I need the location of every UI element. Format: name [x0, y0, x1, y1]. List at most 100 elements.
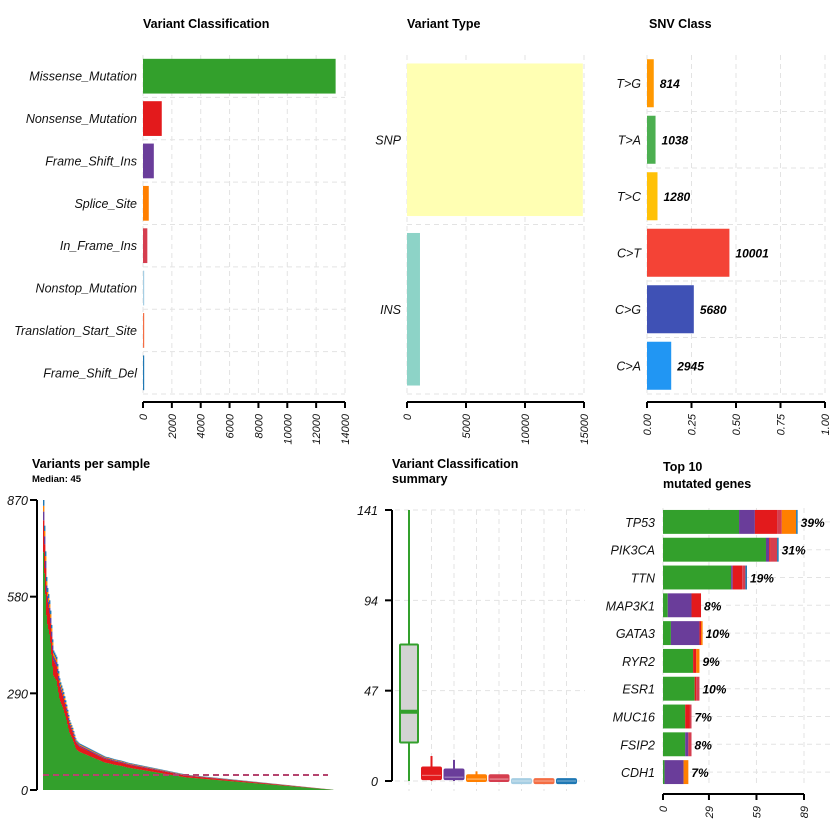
sample-bar-segment	[48, 594, 50, 599]
sample-bar-segment	[54, 655, 56, 659]
sample-bar-segment	[241, 782, 243, 790]
sample-bar-segment	[101, 757, 103, 762]
sample-bar-segment	[58, 692, 60, 790]
x-tick-label: 8000	[253, 413, 265, 438]
sample-bar-segment	[128, 762, 130, 764]
sample-bar-segment	[174, 775, 176, 790]
sample-bar-segment	[158, 769, 160, 771]
category-label: T>A	[618, 133, 641, 147]
bar-nonstop-mutation	[143, 270, 145, 306]
sample-bar-segment	[71, 729, 73, 737]
sample-bar-segment	[85, 746, 87, 748]
sample-bar	[150, 767, 152, 790]
sample-bar-segment	[152, 768, 154, 770]
sample-bar	[294, 785, 296, 790]
sample-bar-segment	[144, 767, 146, 771]
bar-segment-in-frame-ins	[696, 676, 700, 701]
bar-segment-missense-mutation	[663, 704, 686, 729]
sample-bar-segment	[180, 776, 182, 790]
sample-bar-segment	[175, 773, 177, 774]
sample-bar	[115, 759, 117, 790]
sample-bar-segment	[282, 785, 284, 790]
sample-bar-segment	[157, 772, 159, 790]
sample-bar-segment	[228, 780, 230, 790]
sample-bar-segment	[74, 734, 76, 736]
sample-bar-segment	[74, 736, 76, 739]
sample-bar-segment	[127, 767, 129, 790]
sample-bar-segment	[212, 779, 214, 790]
sample-bar-segment	[103, 756, 105, 758]
sample-bar	[112, 758, 114, 790]
sample-bar-segment	[141, 766, 143, 768]
sample-bar-segment	[57, 663, 59, 667]
sample-bar-segment	[169, 772, 171, 775]
sample-bar	[218, 777, 220, 790]
chart-subtitle: Median: 45	[32, 474, 82, 485]
sample-bar	[242, 780, 244, 790]
sample-bar-segment	[102, 756, 104, 758]
bar-segment-missense-mutation	[663, 621, 671, 646]
sample-bar-segment	[142, 766, 144, 768]
sample-bar-segment	[62, 690, 64, 693]
sample-bar	[91, 749, 93, 790]
bar-segment-nonsense-mutation	[754, 509, 778, 534]
category-label: INS	[380, 303, 402, 317]
data-label: 5680	[700, 303, 727, 317]
sample-bar-segment	[67, 709, 69, 712]
sample-bar-segment	[86, 747, 88, 749]
sample-bar-segment	[95, 752, 97, 754]
sample-bar-segment	[95, 753, 97, 755]
y-tick-label: 94	[364, 594, 378, 608]
sample-bar	[227, 778, 229, 790]
sample-bar-segment	[217, 778, 219, 781]
sample-bar-segment	[287, 785, 289, 786]
sample-bar	[58, 671, 60, 790]
sample-bar-segment	[49, 634, 51, 790]
gene-bar-tp53	[663, 509, 798, 534]
sample-bar-segment	[184, 777, 186, 790]
sample-bar-segment	[170, 774, 172, 790]
sample-bar-segment	[70, 725, 72, 728]
sample-bar	[181, 773, 183, 790]
sample-bar-segment	[136, 765, 138, 767]
sample-bar	[233, 779, 235, 790]
sample-bar-segment	[52, 639, 54, 643]
sample-bar-segment	[142, 767, 144, 771]
sample-bar-segment	[150, 768, 152, 772]
sample-bar-segment	[116, 760, 118, 761]
sample-bar-segment	[73, 741, 75, 790]
sample-bar-segment	[321, 788, 323, 790]
sample-bar-segment	[279, 784, 281, 786]
sample-bar-segment	[286, 785, 288, 786]
sample-bar-segment	[46, 576, 48, 582]
sample-bar-segment	[163, 771, 165, 774]
sample-bar	[204, 776, 206, 790]
sample-bar-segment	[179, 776, 181, 790]
sample-bar	[231, 779, 233, 790]
sample-bar-segment	[60, 684, 62, 687]
sample-bar	[257, 781, 259, 790]
gene-bar-gata3	[663, 621, 703, 646]
sample-bar-segment	[164, 773, 166, 790]
sample-bar-segment	[261, 782, 263, 784]
sample-bar-segment	[49, 604, 51, 608]
sample-bar-segment	[245, 781, 247, 783]
sample-bar-segment	[126, 763, 128, 765]
sample-bar	[61, 685, 63, 790]
sample-bar-segment	[208, 777, 210, 780]
category-label: Nonstop_Mutation	[36, 282, 138, 296]
sample-bar	[191, 775, 193, 790]
sample-bar-segment	[103, 757, 105, 759]
sample-bar-segment	[162, 771, 164, 774]
sample-bar-segment	[245, 782, 247, 790]
sample-bar	[162, 769, 164, 790]
sample-bar-segment	[289, 785, 291, 787]
sample-bar-segment	[152, 769, 154, 772]
sample-bar-segment	[68, 716, 70, 718]
sample-bar-segment	[97, 755, 99, 760]
sample-bar-segment	[171, 772, 173, 773]
sample-bar-segment	[122, 761, 124, 763]
sample-bar-segment	[138, 766, 140, 770]
sample-bar	[202, 776, 204, 790]
sample-bar-segment	[62, 695, 64, 707]
